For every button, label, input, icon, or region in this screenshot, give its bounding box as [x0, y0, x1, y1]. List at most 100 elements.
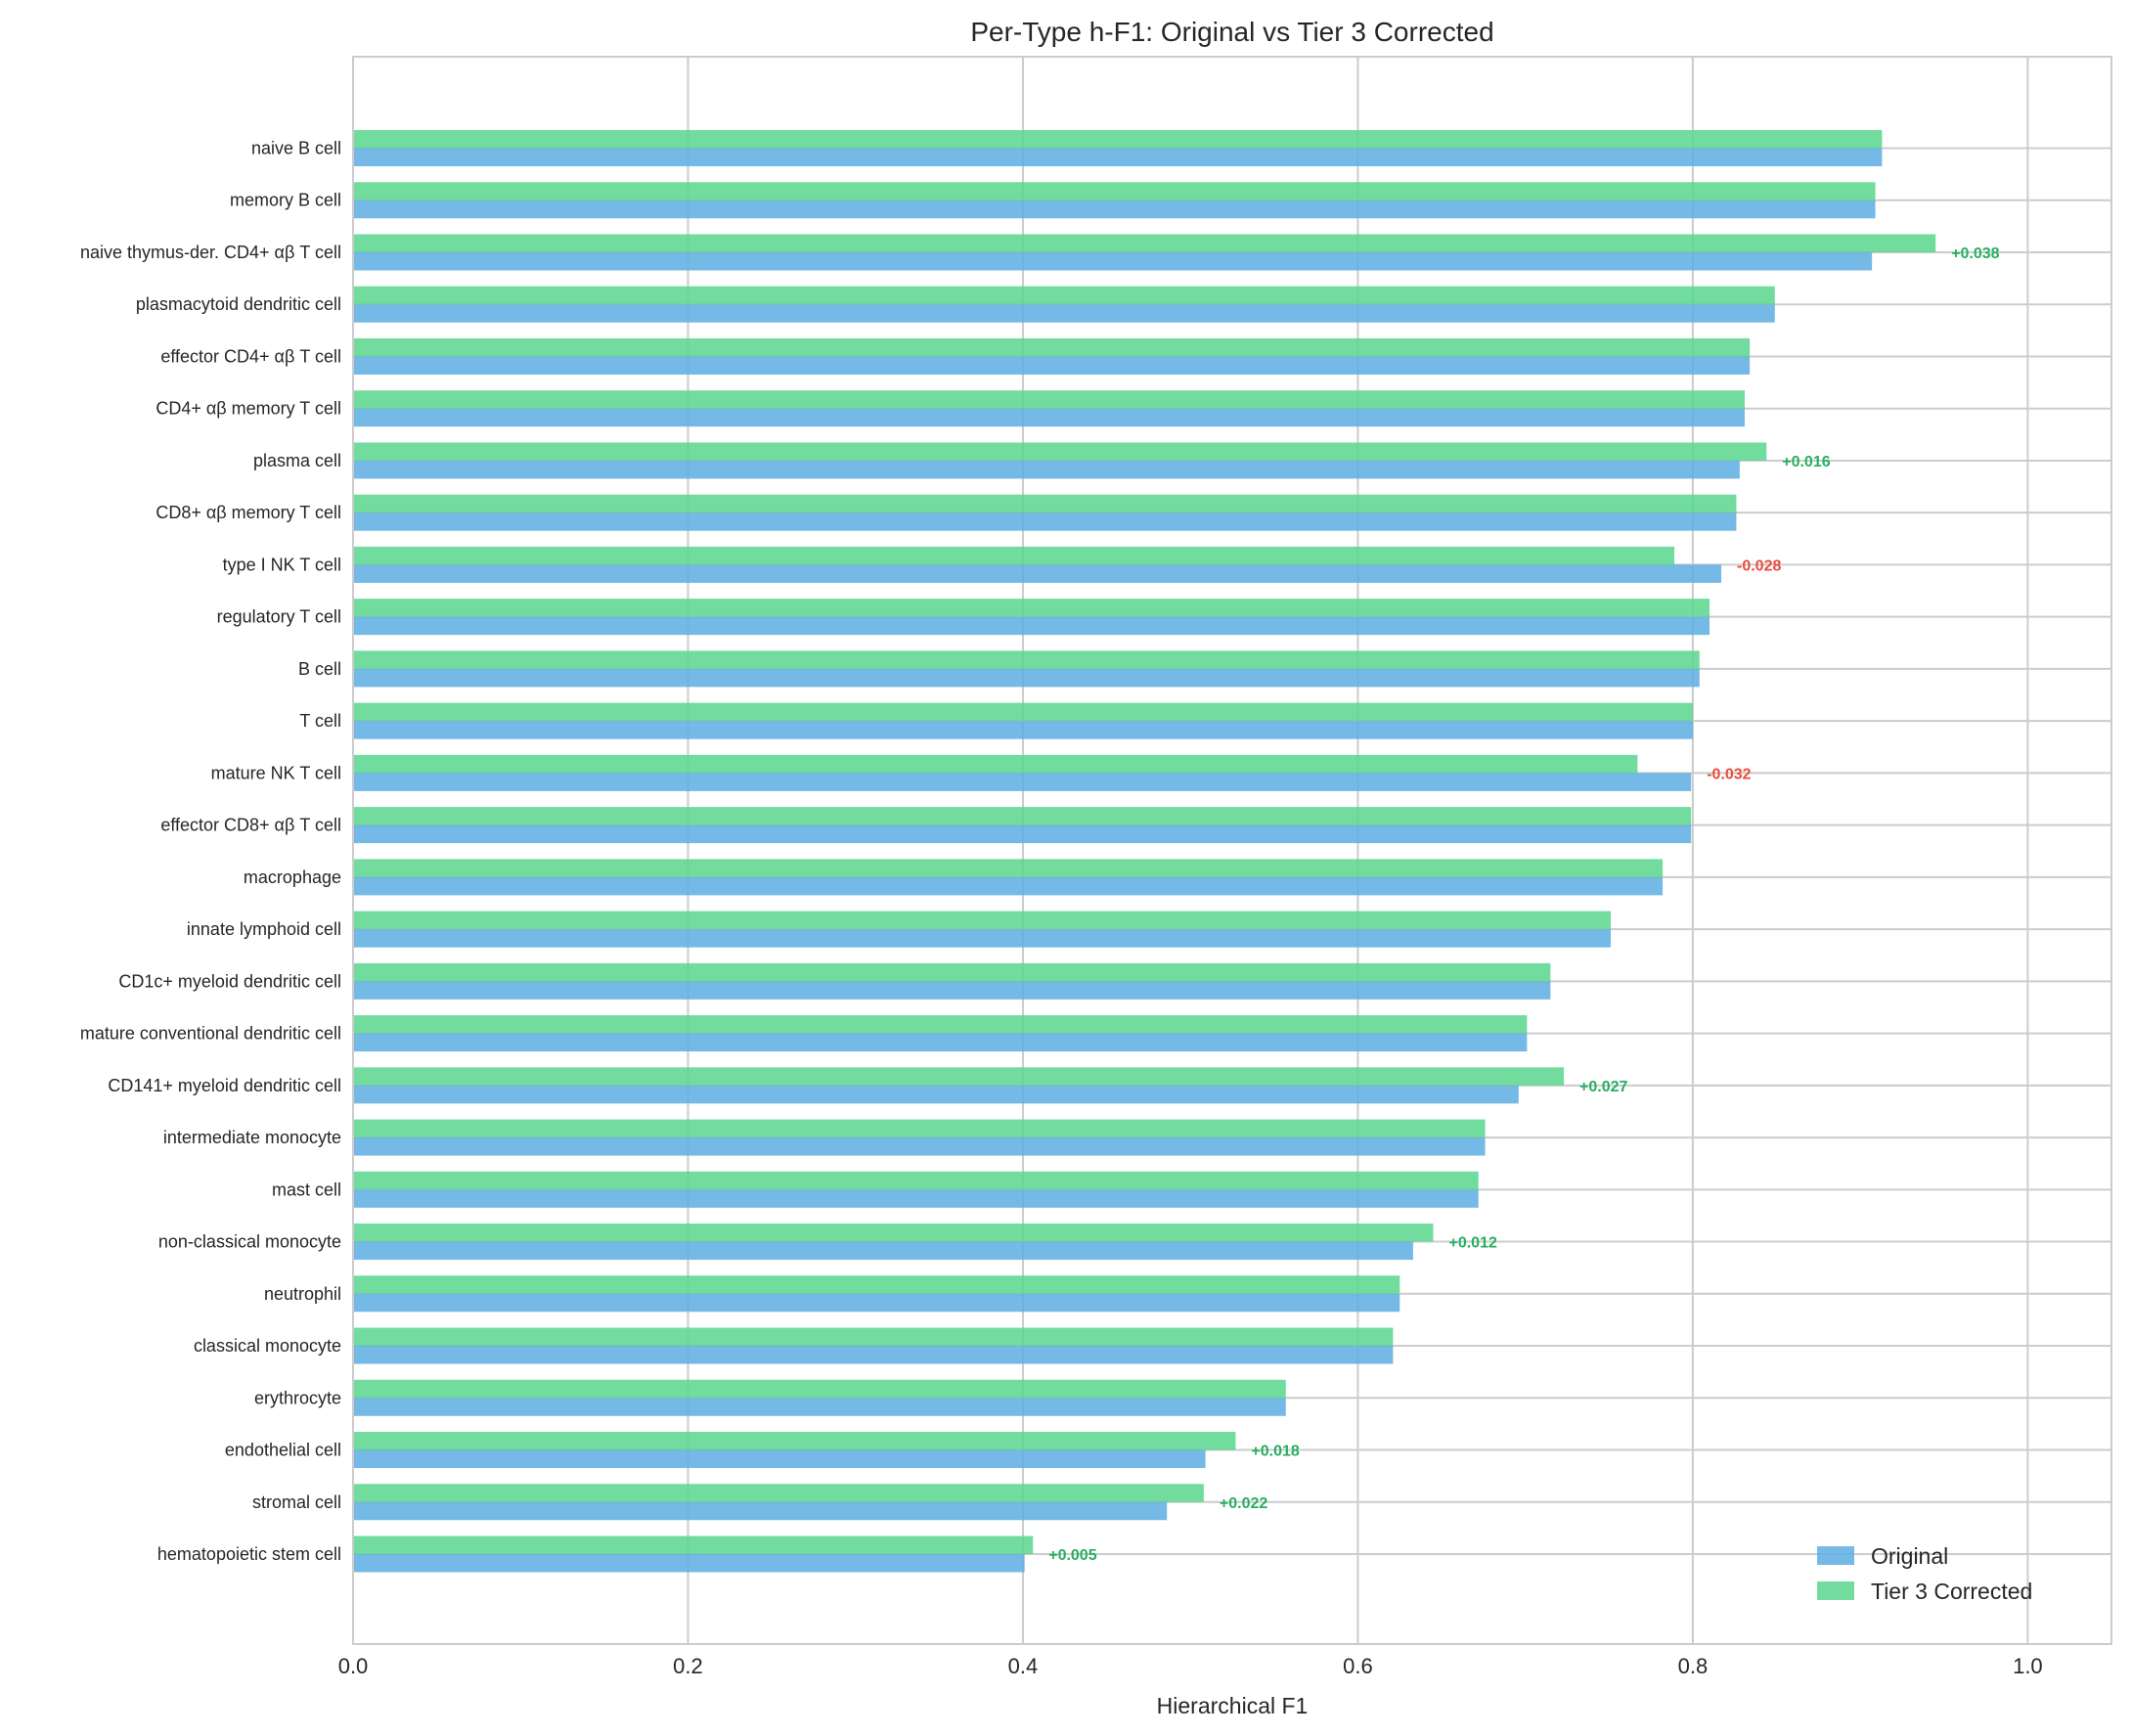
chart-title: Per-Type h-F1: Original vs Tier 3 Correc…: [970, 17, 1493, 47]
bar-original: [353, 512, 1737, 531]
delta-annotation: +0.038: [1951, 245, 1999, 262]
bar-original: [353, 824, 1692, 844]
bar-original: [353, 1241, 1413, 1261]
x-tick-label: 0.4: [1008, 1654, 1039, 1678]
bar-original: [353, 304, 1775, 323]
bar-corrected: [353, 859, 1664, 877]
y-tick-label: CD141+ myeloid dendritic cell: [108, 1076, 341, 1095]
y-tick-label: naive thymus-der. CD4+ αβ T cell: [80, 243, 341, 262]
y-tick-label: regulatory T cell: [217, 607, 341, 627]
y-tick-label: CD4+ αβ memory T cell: [155, 399, 341, 419]
bar-corrected: [353, 546, 1675, 565]
bar-original: [353, 1554, 1025, 1573]
bar-corrected: [353, 1015, 1528, 1034]
x-tick-label: 0.2: [673, 1654, 703, 1678]
delta-annotation: -0.032: [1707, 766, 1751, 782]
x-tick-label: 0.0: [338, 1654, 369, 1678]
y-tick-label: T cell: [299, 711, 341, 731]
x-tick-label: 1.0: [2013, 1654, 2043, 1678]
bar-original: [353, 460, 1740, 479]
y-tick-label: innate lymphoid cell: [187, 919, 341, 939]
bar-original: [353, 929, 1611, 948]
y-tick-label: plasmacytoid dendritic cell: [136, 294, 341, 314]
bar-original: [353, 876, 1664, 896]
y-tick-label: non-classical monocyte: [158, 1232, 341, 1252]
delta-annotation: +0.022: [1220, 1495, 1267, 1512]
bar-corrected: [353, 1432, 1236, 1450]
y-tick-label: CD8+ αβ memory T cell: [155, 503, 341, 522]
bar-corrected: [353, 754, 1638, 774]
bar-original: [353, 616, 1710, 636]
bar-original: [353, 408, 1745, 427]
bar-corrected: [353, 182, 1876, 200]
x-axis-label: Hierarchical F1: [1157, 1693, 1309, 1718]
y-tick-label: mature NK T cell: [211, 763, 341, 782]
y-tick-label: B cell: [298, 659, 341, 679]
bar-original: [353, 1033, 1528, 1052]
bar-corrected: [353, 390, 1745, 409]
plot-frame: [352, 56, 2112, 1645]
delta-annotation: +0.005: [1048, 1547, 1096, 1564]
delta-annotation: +0.018: [1251, 1444, 1299, 1460]
bar-corrected: [353, 702, 1693, 722]
bar-original: [353, 1398, 1286, 1416]
bar-original: [353, 1085, 1519, 1104]
delta-annotation: -0.028: [1737, 557, 1781, 574]
bar-corrected: [353, 1536, 1034, 1554]
bar-original: [353, 148, 1883, 166]
delta-annotation: +0.012: [1448, 1235, 1496, 1252]
bar-corrected: [353, 650, 1700, 669]
y-tick-label: naive B cell: [251, 139, 341, 158]
y-tick-label: hematopoietic stem cell: [157, 1544, 341, 1564]
bar-original: [353, 1501, 1168, 1521]
bar-corrected: [353, 599, 1710, 617]
y-tick-label: erythrocyte: [254, 1388, 341, 1407]
y-tick-label: neutrophil: [264, 1284, 341, 1304]
y-tick-label: mature conventional dendritic cell: [80, 1024, 341, 1044]
bar-corrected: [353, 962, 1551, 982]
bar-corrected: [353, 234, 1936, 252]
legend: Original Tier 3 Corrected: [1817, 1543, 2032, 1604]
bar-original: [353, 981, 1551, 1000]
x-tick-label: 0.8: [1678, 1654, 1709, 1678]
bars: [353, 130, 1936, 1573]
delta-annotation: +0.016: [1782, 454, 1830, 470]
bar-original: [353, 564, 1722, 583]
y-tick-label: type I NK T cell: [223, 555, 341, 574]
bar-original: [353, 773, 1692, 791]
legend-swatch: [1817, 1546, 1854, 1565]
y-tick-label: effector CD4+ αβ T cell: [160, 346, 341, 366]
bar-corrected: [353, 1119, 1486, 1138]
bar-original: [353, 668, 1700, 688]
legend-label: Tier 3 Corrected: [1871, 1579, 2032, 1604]
delta-annotation: +0.027: [1579, 1079, 1627, 1095]
bar-original: [353, 200, 1876, 219]
bar-corrected: [353, 1327, 1394, 1347]
bar-original: [353, 721, 1693, 739]
x-tick-labels: 0.0 0.2 0.4 0.6 0.8 1.0: [338, 1654, 2043, 1678]
bar-corrected: [353, 337, 1751, 357]
y-tick-label: CD1c+ myeloid dendritic cell: [118, 971, 341, 991]
bar-corrected: [353, 286, 1775, 305]
y-tick-label: stromal cell: [252, 1492, 341, 1512]
bar-original: [353, 1137, 1486, 1156]
x-tick-label: 0.6: [1343, 1654, 1373, 1678]
bar-corrected: [353, 1067, 1565, 1086]
legend-swatch: [1817, 1581, 1854, 1600]
y-tick-label: classical monocyte: [194, 1336, 341, 1356]
bar-corrected: [353, 1484, 1204, 1502]
bar-corrected: [353, 130, 1883, 149]
y-tick-label: intermediate monocyte: [163, 1128, 341, 1147]
bar-original: [353, 1293, 1400, 1313]
annotations: +0.038 +0.016 -0.028 -0.032 +0.027 +0.012 +0.0…: [1048, 245, 1999, 1564]
bar-corrected: [353, 494, 1737, 513]
bar-original: [353, 251, 1873, 271]
bar-original: [353, 1189, 1479, 1208]
bar-corrected: [353, 1275, 1400, 1294]
legend-label: Original: [1871, 1543, 1948, 1569]
y-tick-label: plasma cell: [253, 451, 341, 470]
bar-corrected: [353, 911, 1611, 930]
y-tick-label: mast cell: [272, 1180, 341, 1199]
bar-corrected: [353, 1224, 1434, 1242]
